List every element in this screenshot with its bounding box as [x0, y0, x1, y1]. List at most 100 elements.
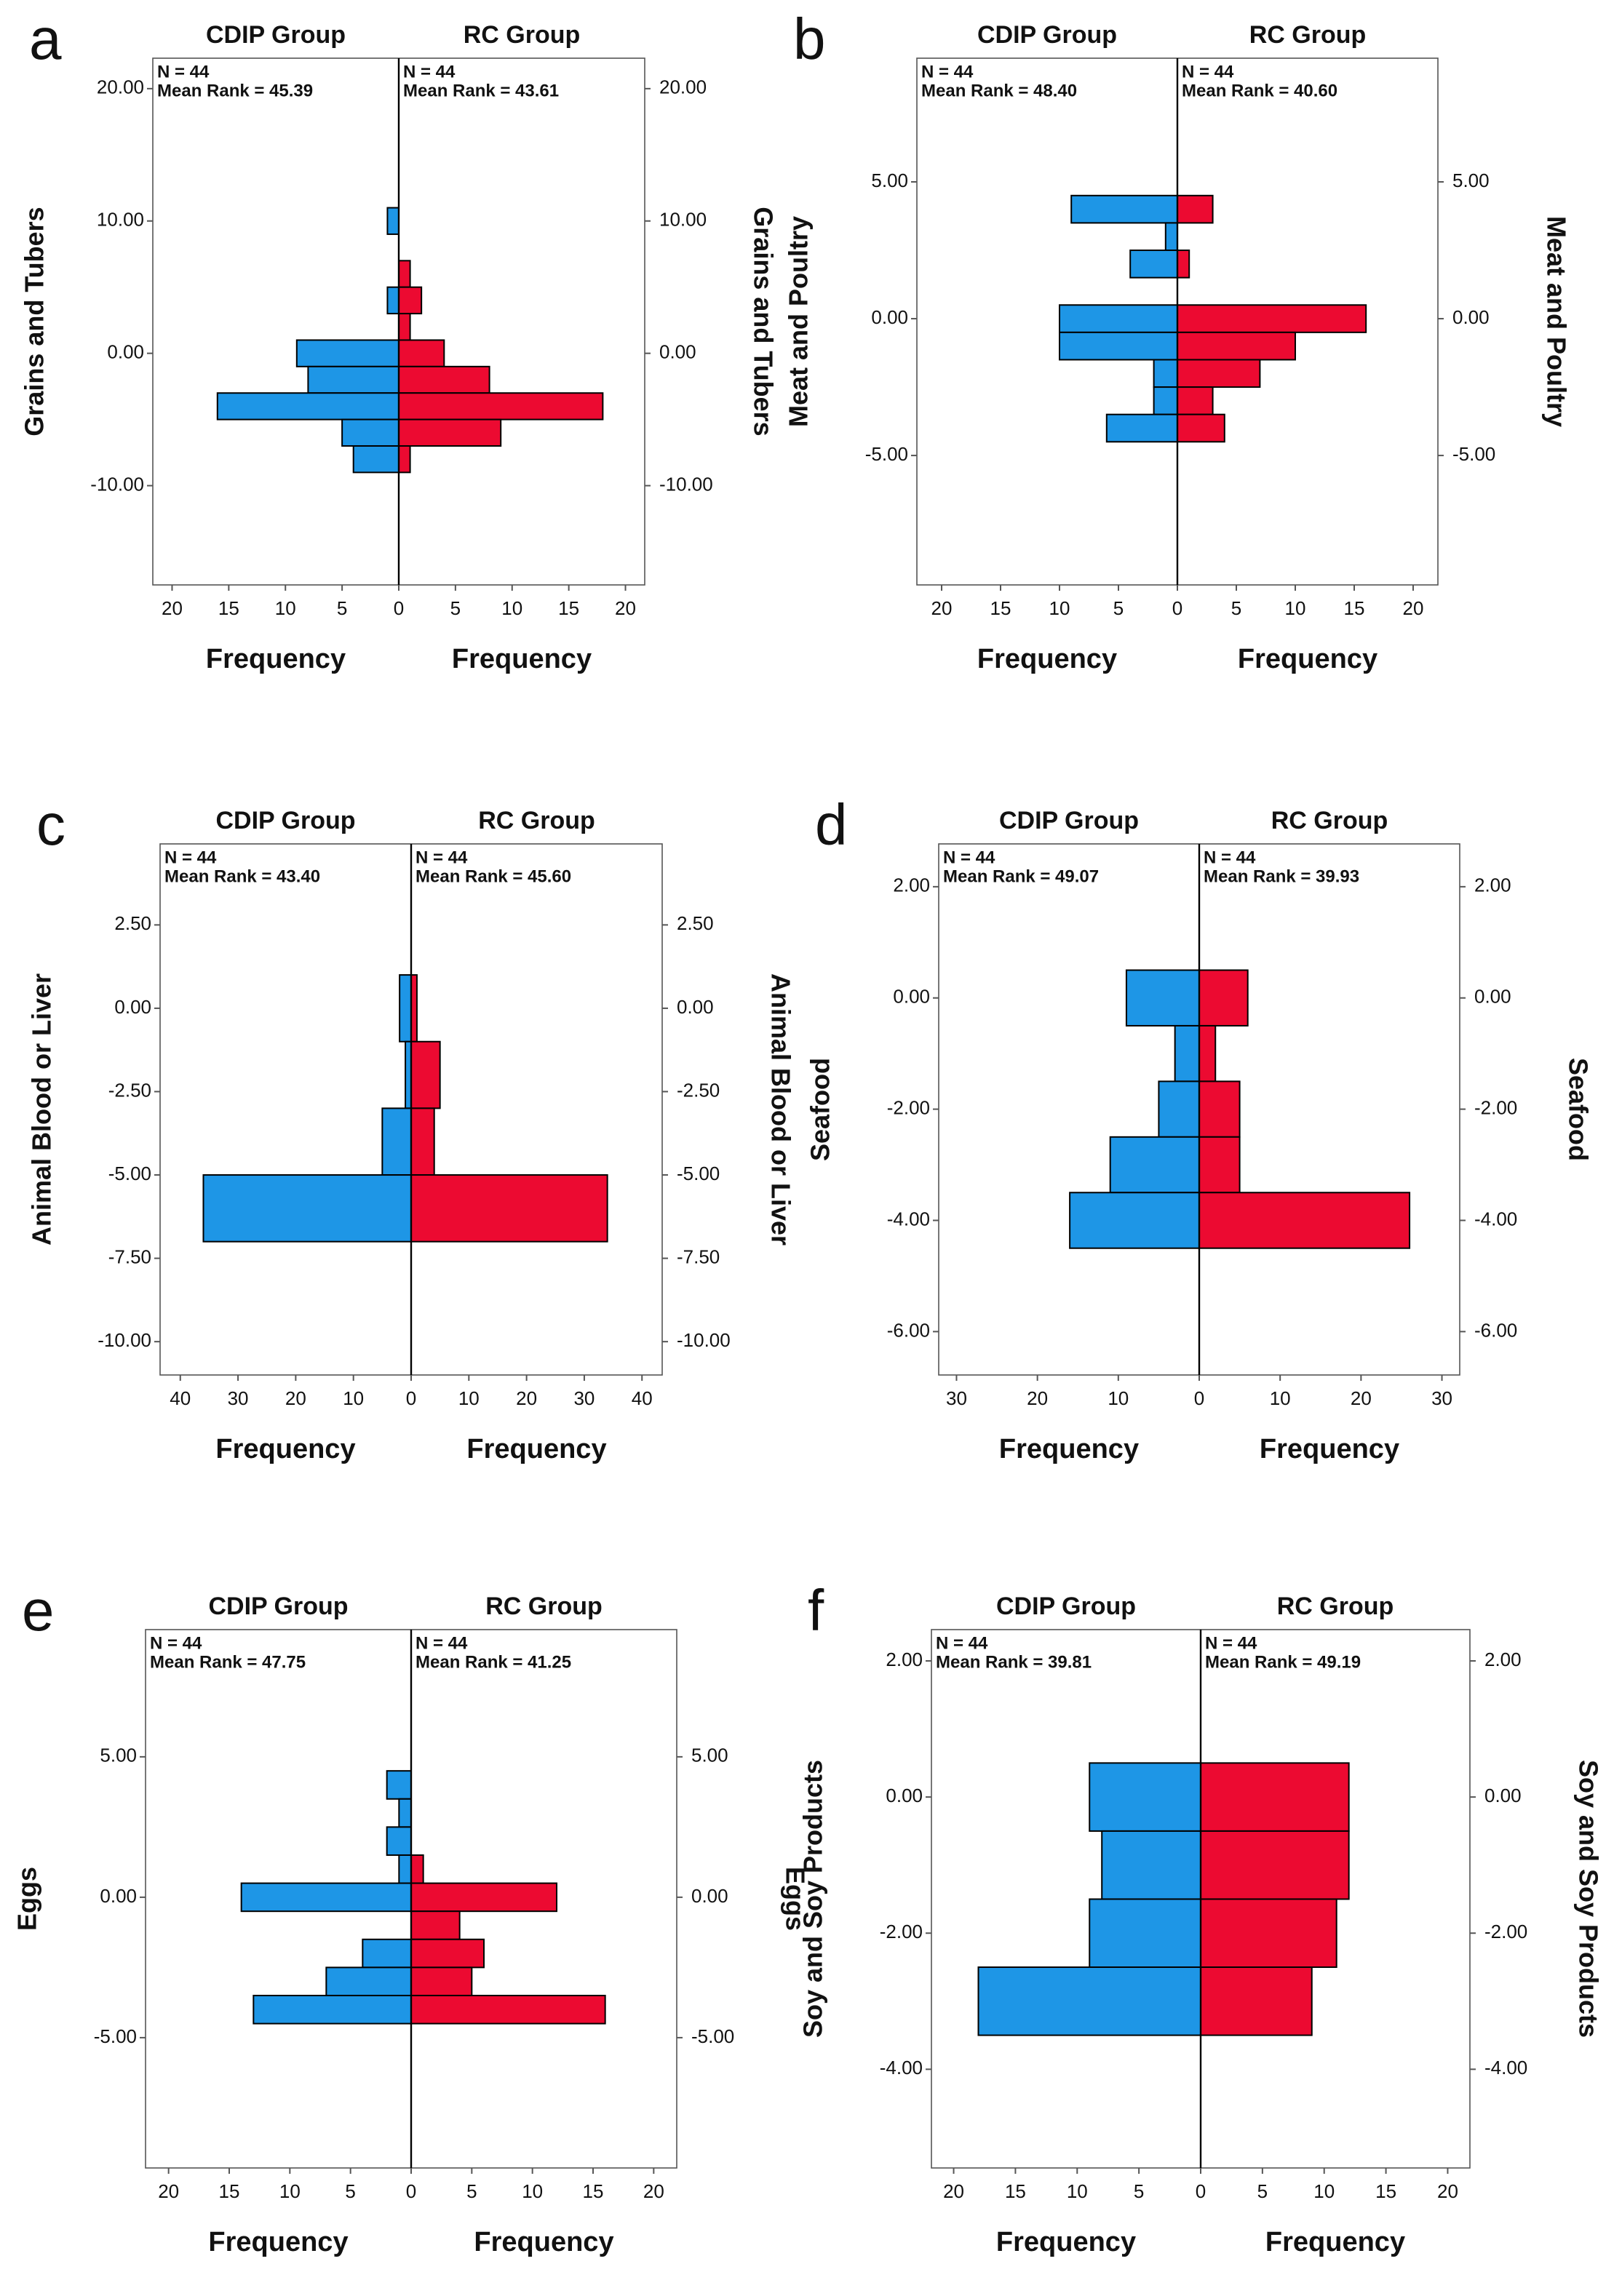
bar: [325, 1966, 413, 1996]
bar: [386, 207, 399, 235]
y-tick-label: 5.00: [871, 170, 908, 191]
x-tick-label: 5: [1134, 2180, 1144, 2202]
bar: [1089, 1898, 1201, 1969]
annotation: N = 44: [416, 1633, 468, 1653]
bar: [253, 1994, 413, 2025]
y-tick-label: 0.00: [1474, 986, 1511, 1008]
y-tick-label: -10.00: [659, 473, 713, 495]
y-axis-label: Meat and Poultry: [784, 216, 814, 427]
bar: [398, 418, 502, 447]
annotation: N = 44: [936, 1633, 988, 1653]
group-title: CDIP Group: [977, 21, 1117, 49]
annotation: N = 44: [943, 848, 995, 867]
bar: [410, 1882, 557, 1913]
bar: [1177, 250, 1190, 279]
x-tick-label: 20: [1027, 1387, 1048, 1409]
bar: [1198, 1024, 1217, 1083]
bar: [295, 339, 399, 367]
bar: [410, 1966, 473, 1996]
y-tick-label: 10.00: [659, 209, 707, 231]
bar: [1059, 304, 1178, 333]
panel: 20.00 20.00 10.00 10.00 0.00 0.00 -10.00 -10.00…: [20, 7, 779, 674]
group-title: CDIP Group: [996, 1593, 1136, 1620]
y-tick-label: 0.00: [691, 1885, 728, 1907]
y-tick-label: -4.00: [880, 2057, 923, 2078]
bar: [1200, 1898, 1337, 1969]
bar: [398, 286, 423, 315]
bar: [1153, 386, 1178, 415]
x-tick-label: 10: [1285, 597, 1306, 619]
annotation: Mean Rank = 40.60: [1182, 81, 1337, 100]
x-tick-label: 15: [558, 597, 579, 619]
x-tick-label: 15: [1375, 2180, 1396, 2202]
annotation: Mean Rank = 47.75: [150, 1652, 306, 1672]
bar: [410, 1854, 424, 1884]
group-title: CDIP Group: [206, 21, 346, 49]
x-tick-label: 0: [406, 2180, 416, 2202]
panel-letter: c: [36, 792, 65, 857]
y-tick-label: 20.00: [97, 76, 144, 98]
bar: [1177, 359, 1261, 388]
y-tick-label: -2.00: [887, 1096, 930, 1118]
x-tick-label: 10: [275, 597, 296, 619]
x-tick-label: 20: [643, 2180, 664, 2202]
x-tick-label: 20: [1437, 2180, 1458, 2202]
y-axis-label: Meat and Poultry: [1541, 216, 1571, 427]
y-tick-label: 2.00: [893, 874, 930, 896]
y-tick-label: -6.00: [1474, 1319, 1517, 1341]
panel-letter: d: [815, 792, 848, 857]
x-tick-label: 20: [943, 2180, 964, 2202]
bar: [1198, 1080, 1241, 1138]
x-axis-label: Frequency: [1260, 1434, 1399, 1464]
y-tick-label: 2.00: [1474, 874, 1511, 896]
y-tick-label: 20.00: [659, 76, 707, 98]
x-tick-label: 30: [573, 1387, 595, 1409]
x-tick-label: 5: [1113, 597, 1124, 619]
panel-letter: f: [808, 1578, 824, 1643]
bar: [1153, 359, 1178, 388]
group-title: CDIP Group: [999, 807, 1139, 834]
x-tick-label: 40: [170, 1387, 191, 1409]
bar: [977, 1966, 1201, 2036]
y-tick-label: 0.00: [114, 996, 151, 1018]
x-tick-label: 10: [501, 597, 522, 619]
group-title: CDIP Group: [215, 807, 355, 834]
y-tick-label: -4.00: [887, 1208, 930, 1229]
y-tick-label: 0.00: [107, 341, 144, 363]
annotation: Mean Rank = 49.19: [1205, 1652, 1361, 1672]
bar: [398, 392, 604, 420]
x-tick-label: 20: [285, 1387, 306, 1409]
y-tick-label: -2.50: [108, 1079, 151, 1101]
bar: [410, 1938, 485, 1969]
x-tick-label: 20: [1403, 597, 1424, 619]
x-tick-label: 15: [219, 2180, 240, 2202]
y-axis-label: Seafood: [1563, 1058, 1593, 1161]
x-tick-label: 10: [1049, 597, 1070, 619]
bar: [381, 1107, 413, 1176]
x-tick-label: 10: [279, 2180, 301, 2202]
bar: [398, 339, 445, 367]
bar: [1177, 304, 1367, 333]
x-tick-label: 10: [1270, 1387, 1291, 1409]
bar: [1070, 194, 1178, 224]
panel: 2.00 2.00 0.00 0.00 -2.00 -2.00 -4.00 -4.00 -6.0…: [806, 792, 1594, 1464]
annotation: N = 44: [157, 62, 210, 81]
bar: [386, 1826, 413, 1856]
annotation: N = 44: [416, 848, 468, 867]
annotation: N = 44: [164, 848, 217, 867]
panel: 5.00 5.00 0.00 0.00 -5.00 -5.00 0 5 5 10 10 15 15 20 2…: [784, 7, 1572, 674]
bar: [1069, 1192, 1201, 1249]
y-tick-label: 0.00: [100, 1885, 137, 1907]
x-tick-label: 0: [406, 1387, 416, 1409]
bar: [1200, 1966, 1313, 2036]
bar: [398, 365, 490, 394]
x-tick-label: 5: [450, 597, 461, 619]
y-tick-label: -5.00: [108, 1163, 151, 1184]
y-tick-label: 0.00: [1484, 1785, 1522, 1806]
x-axis-label: Frequency: [996, 2227, 1136, 2257]
y-tick-label: 0.00: [659, 341, 696, 363]
y-tick-label: 2.50: [114, 912, 151, 934]
bar: [1200, 1830, 1350, 1900]
x-tick-label: 0: [1196, 2180, 1206, 2202]
